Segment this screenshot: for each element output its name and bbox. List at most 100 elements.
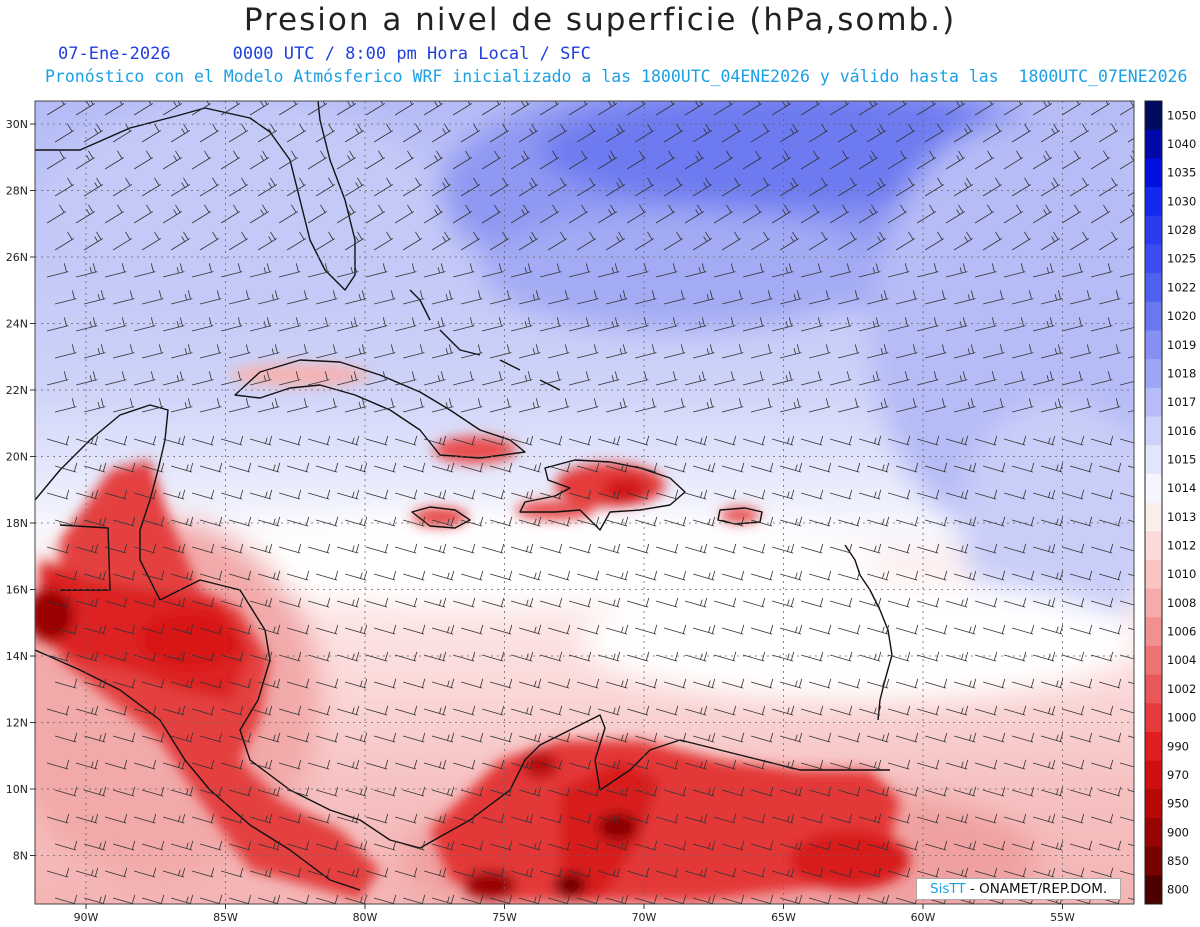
- colorbar-level-label: 1028: [1167, 223, 1196, 237]
- lat-tick-label: 30N: [6, 118, 28, 131]
- longitude-axis: 90W 85W 80W 75W 70W 65W 60W 55W: [74, 904, 1075, 924]
- yucatan-coast: [35, 404, 169, 601]
- central-america-pacific: [35, 649, 361, 891]
- colorbar-level-label: 1022: [1167, 280, 1196, 294]
- colorbar-level-label: 1018: [1167, 366, 1196, 380]
- colorbar-swatch: [1145, 817, 1162, 848]
- jamaica-coast: [411, 506, 471, 529]
- colorbar-swatch: [1145, 559, 1162, 590]
- colorbar-swatch: [1145, 502, 1162, 532]
- lat-tick-label: 20N: [6, 451, 28, 464]
- colorbar-swatch: [1145, 101, 1162, 131]
- forecast-info-line: Pronóstico con el Modelo Atmósferico WRF…: [45, 67, 1188, 86]
- colorbar-swatch: [1145, 731, 1162, 762]
- colorbar-swatch: [1145, 846, 1162, 876]
- colorbar-level-label: 1006: [1167, 625, 1196, 639]
- hispaniola-coast: [519, 459, 686, 531]
- pressure-colorbar: 1050 1040 1035 1030 1028 1025 1022 1020 1019 1018…: [1144, 100, 1196, 905]
- latitude-axis: 30N 28N 26N 24N 22N 20N 18N 16N 14N 12N 10N 8N: [6, 118, 35, 863]
- lon-tick-label: 60W: [911, 911, 936, 924]
- colorbar-swatch: [1145, 359, 1162, 389]
- colorbar-swatch: [1145, 244, 1162, 274]
- colorbar-swatch: [1145, 187, 1162, 217]
- colorbar-level-label: 990: [1167, 739, 1189, 753]
- colorbar-level-label: 970: [1167, 768, 1189, 782]
- map-title: Presion a nivel de superficie (hPa,somb.…: [243, 2, 957, 38]
- sistt-logo-text: SisTT: [930, 881, 966, 897]
- gulf-coast: [35, 107, 206, 151]
- colorbar-level-label: 1035: [1167, 166, 1196, 180]
- colorbar-level-label: 1040: [1167, 137, 1196, 151]
- colorbar-swatch: [1145, 703, 1162, 733]
- lat-tick-label: 12N: [6, 717, 28, 730]
- colorbar-swatch: [1145, 473, 1162, 503]
- colorbar-swatch: [1145, 129, 1162, 159]
- colorbar-level-label: 1014: [1167, 481, 1196, 495]
- lat-tick-label: 14N: [6, 650, 28, 663]
- colorbar-level-label: 1002: [1167, 682, 1196, 696]
- colorbar-level-label: 1010: [1167, 567, 1196, 581]
- colorbar-level-label: 1012: [1167, 539, 1196, 553]
- colorbar-swatch: [1145, 674, 1162, 704]
- lesser-antilles: [844, 544, 893, 721]
- colorbar-level-label: 800: [1167, 883, 1189, 897]
- colorbar-level-label: 1017: [1167, 395, 1196, 409]
- lat-tick-label: 22N: [6, 384, 28, 397]
- colorbar-level-label: 950: [1167, 797, 1189, 811]
- forecast-date: 07-Ene-2026: [58, 44, 171, 64]
- lon-tick-label: 80W: [353, 911, 378, 924]
- florida-coast: [204, 101, 356, 291]
- puerto-rico-coast: [717, 507, 763, 525]
- valid-time: 0000 UTC / 8:00 pm Hora Local / SFC: [232, 44, 591, 64]
- colorbar-level-label: 1030: [1167, 194, 1196, 208]
- lat-tick-label: 8N: [13, 850, 28, 863]
- colorbar-swatch: [1145, 387, 1162, 417]
- lon-tick-label: 85W: [213, 911, 238, 924]
- south-america-coast: [419, 714, 890, 849]
- lat-tick-label: 16N: [6, 584, 28, 597]
- colorbar-swatch: [1145, 445, 1162, 475]
- wind-barbs: [46, 101, 1134, 904]
- onamet-credit: - ONAMET/REP.DOM.: [965, 881, 1108, 897]
- colorbar-swatch: [1145, 789, 1162, 819]
- colorbar-swatch: [1145, 301, 1162, 331]
- colorbar-swatch: [1145, 416, 1162, 446]
- colorbar-swatch: [1145, 158, 1162, 188]
- lon-tick-label: 90W: [74, 911, 99, 924]
- lon-tick-label: 75W: [492, 911, 517, 924]
- colorbar-swatch: [1145, 215, 1162, 245]
- lon-tick-label: 55W: [1050, 911, 1075, 924]
- mexico-border: [59, 524, 111, 591]
- colorbar-level-label: 1000: [1167, 711, 1196, 725]
- colorbar-swatch: [1145, 760, 1162, 790]
- lat-tick-label: 18N: [6, 517, 28, 530]
- lat-tick-label: 26N: [6, 251, 28, 264]
- colorbar-level-label: 900: [1167, 825, 1189, 839]
- colorbar-swatch: [1145, 531, 1162, 561]
- cuba-coast: [234, 359, 526, 459]
- lat-tick-label: 10N: [6, 783, 28, 796]
- colorbar-swatch: [1145, 875, 1162, 905]
- colorbar-level-label: 1004: [1167, 653, 1196, 667]
- map-frame: [35, 101, 1134, 904]
- colorbar-level-label: 1013: [1167, 510, 1196, 524]
- central-america-coast: [159, 579, 421, 849]
- colorbar-level-label: 1016: [1167, 424, 1196, 438]
- map-border: [34, 100, 1135, 905]
- colorbar-swatch: [1145, 273, 1162, 303]
- colorbar-level-label: 1008: [1167, 596, 1196, 610]
- colorbar-level-label: 1020: [1167, 309, 1196, 323]
- low-pressure-land: [35, 363, 910, 900]
- valid-time-line: 07-Ene-2026 0000 UTC / 8:00 pm Hora Local…: [58, 44, 591, 64]
- lat-tick-label: 28N: [6, 185, 28, 198]
- colorbar-level-label: 1015: [1167, 452, 1196, 466]
- colorbar-swatch: [1145, 645, 1162, 676]
- colorbar-swatch: [1145, 617, 1162, 647]
- colorbar-swatch: [1145, 588, 1162, 618]
- colorbar-level-label: 1019: [1167, 338, 1196, 352]
- colorbar-level-label: 1025: [1167, 252, 1196, 266]
- colorbar-level-label: 850: [1167, 854, 1189, 868]
- credit-box: SisTT - ONAMET/REP.DOM.: [916, 878, 1121, 900]
- lon-tick-label: 65W: [771, 911, 796, 924]
- lon-tick-label: 70W: [632, 911, 657, 924]
